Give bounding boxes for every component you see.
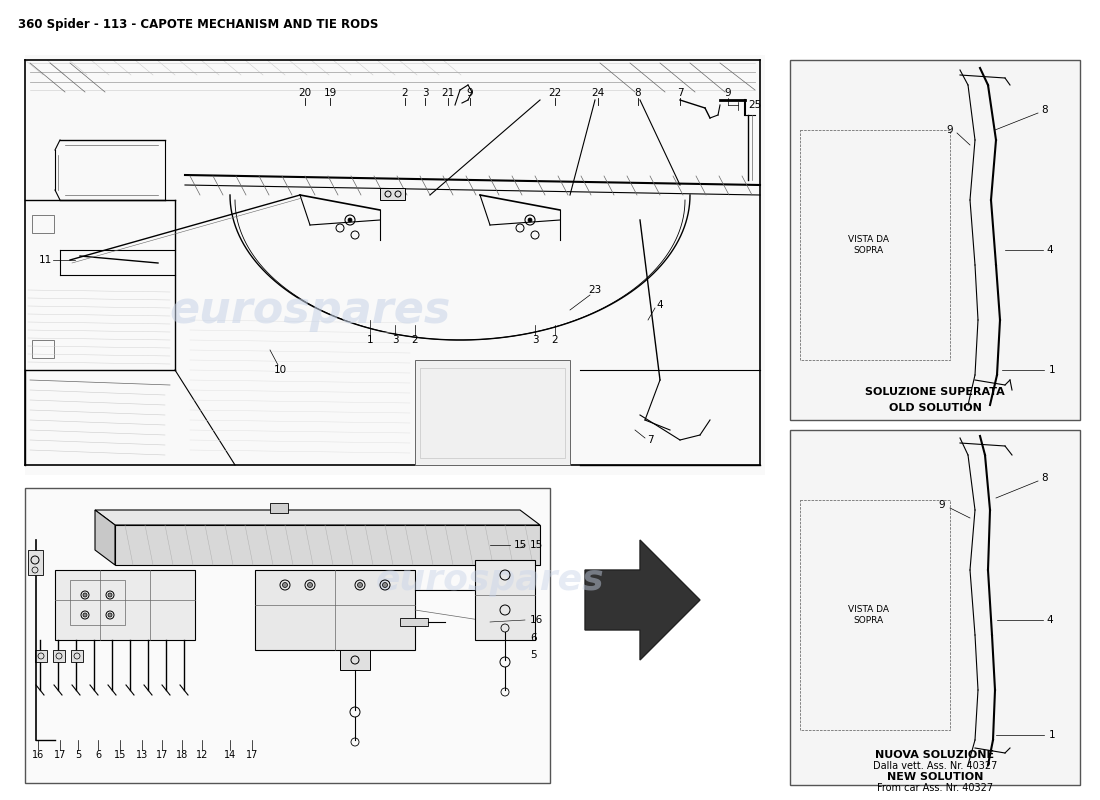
Circle shape <box>528 218 532 222</box>
Text: 22: 22 <box>549 88 562 98</box>
Text: 15: 15 <box>530 540 543 550</box>
Text: 9: 9 <box>938 500 945 510</box>
Text: 15: 15 <box>113 750 127 760</box>
Polygon shape <box>585 540 700 660</box>
Circle shape <box>358 582 363 587</box>
Text: NEW SOLUTION: NEW SOLUTION <box>887 772 983 782</box>
Polygon shape <box>475 560 535 640</box>
Text: 16: 16 <box>530 615 543 625</box>
Bar <box>32 215 54 233</box>
Text: 17: 17 <box>245 750 258 760</box>
Bar <box>415 360 570 465</box>
Bar <box>70 580 125 625</box>
Polygon shape <box>55 570 195 640</box>
Circle shape <box>348 218 352 222</box>
Circle shape <box>108 613 112 617</box>
Polygon shape <box>95 510 540 525</box>
Circle shape <box>283 582 287 587</box>
Text: Dalla vett. Ass. Nr. 40327: Dalla vett. Ass. Nr. 40327 <box>872 761 998 771</box>
Polygon shape <box>116 525 540 565</box>
Text: 16: 16 <box>32 750 44 760</box>
Text: 7: 7 <box>647 435 653 445</box>
Text: OLD SOLUTION: OLD SOLUTION <box>889 403 981 413</box>
Text: 8: 8 <box>635 88 641 98</box>
Text: 8: 8 <box>1042 105 1048 115</box>
Polygon shape <box>95 510 116 565</box>
Text: 4: 4 <box>657 300 663 310</box>
Bar <box>790 60 1080 420</box>
Text: 2: 2 <box>552 335 559 345</box>
Bar <box>32 340 54 358</box>
Circle shape <box>82 613 87 617</box>
Text: 9: 9 <box>466 88 473 98</box>
Bar <box>25 55 764 475</box>
Text: 6: 6 <box>95 750 101 760</box>
Text: 4: 4 <box>1047 615 1054 625</box>
Bar <box>270 503 288 513</box>
Bar <box>28 550 43 575</box>
Text: SOLUZIONE SUPERATA: SOLUZIONE SUPERATA <box>865 387 1005 397</box>
Text: 25: 25 <box>748 100 761 110</box>
Text: 3: 3 <box>531 335 538 345</box>
Text: 1: 1 <box>366 335 373 345</box>
Polygon shape <box>255 570 415 650</box>
Text: 24: 24 <box>592 88 605 98</box>
Text: From car Ass. Nr. 40327: From car Ass. Nr. 40327 <box>877 783 993 793</box>
Bar <box>340 650 370 670</box>
Text: 9: 9 <box>725 88 732 98</box>
Text: 360 Spider - 113 - CAPOTE MECHANISM AND TIE RODS: 360 Spider - 113 - CAPOTE MECHANISM AND … <box>18 18 378 31</box>
Bar <box>25 488 550 783</box>
Bar <box>800 500 950 730</box>
Text: 7: 7 <box>676 88 683 98</box>
Text: 19: 19 <box>323 88 337 98</box>
Text: 18: 18 <box>176 750 188 760</box>
Circle shape <box>82 593 87 597</box>
Text: 21: 21 <box>441 88 454 98</box>
Text: 15: 15 <box>514 540 527 550</box>
Text: VISTA DA
SOPRA: VISTA DA SOPRA <box>847 235 889 254</box>
Text: 10: 10 <box>274 365 287 375</box>
Bar <box>379 188 405 200</box>
Text: eurospares: eurospares <box>376 563 604 597</box>
Text: 8: 8 <box>1042 473 1048 483</box>
Bar <box>800 130 950 360</box>
Text: 11: 11 <box>39 255 52 265</box>
Text: 5: 5 <box>75 750 81 760</box>
Text: 1: 1 <box>1048 730 1055 740</box>
Text: 17: 17 <box>156 750 168 760</box>
Text: 3: 3 <box>392 335 398 345</box>
Text: 20: 20 <box>298 88 311 98</box>
Circle shape <box>383 582 387 587</box>
Bar <box>400 618 428 626</box>
Bar <box>35 650 47 662</box>
Text: eurospares: eurospares <box>169 289 451 331</box>
Bar <box>790 430 1080 785</box>
Text: 2: 2 <box>411 335 418 345</box>
Text: 6: 6 <box>530 633 537 643</box>
Text: 17: 17 <box>54 750 66 760</box>
Text: 4: 4 <box>1047 245 1054 255</box>
Bar <box>72 650 82 662</box>
Circle shape <box>308 582 312 587</box>
Text: 9: 9 <box>947 125 954 135</box>
Text: 3: 3 <box>421 88 428 98</box>
Text: 12: 12 <box>196 750 208 760</box>
Text: VISTA DA
SOPRA: VISTA DA SOPRA <box>847 606 889 625</box>
Circle shape <box>108 593 112 597</box>
Text: 13: 13 <box>136 750 149 760</box>
Text: NUOVA SOLUZIONE: NUOVA SOLUZIONE <box>876 750 994 760</box>
Text: 1: 1 <box>1048 365 1055 375</box>
Text: 5: 5 <box>530 650 537 660</box>
Text: 23: 23 <box>588 285 602 295</box>
Bar <box>53 650 65 662</box>
Text: 2: 2 <box>402 88 408 98</box>
Bar <box>420 368 565 458</box>
Text: 14: 14 <box>224 750 236 760</box>
